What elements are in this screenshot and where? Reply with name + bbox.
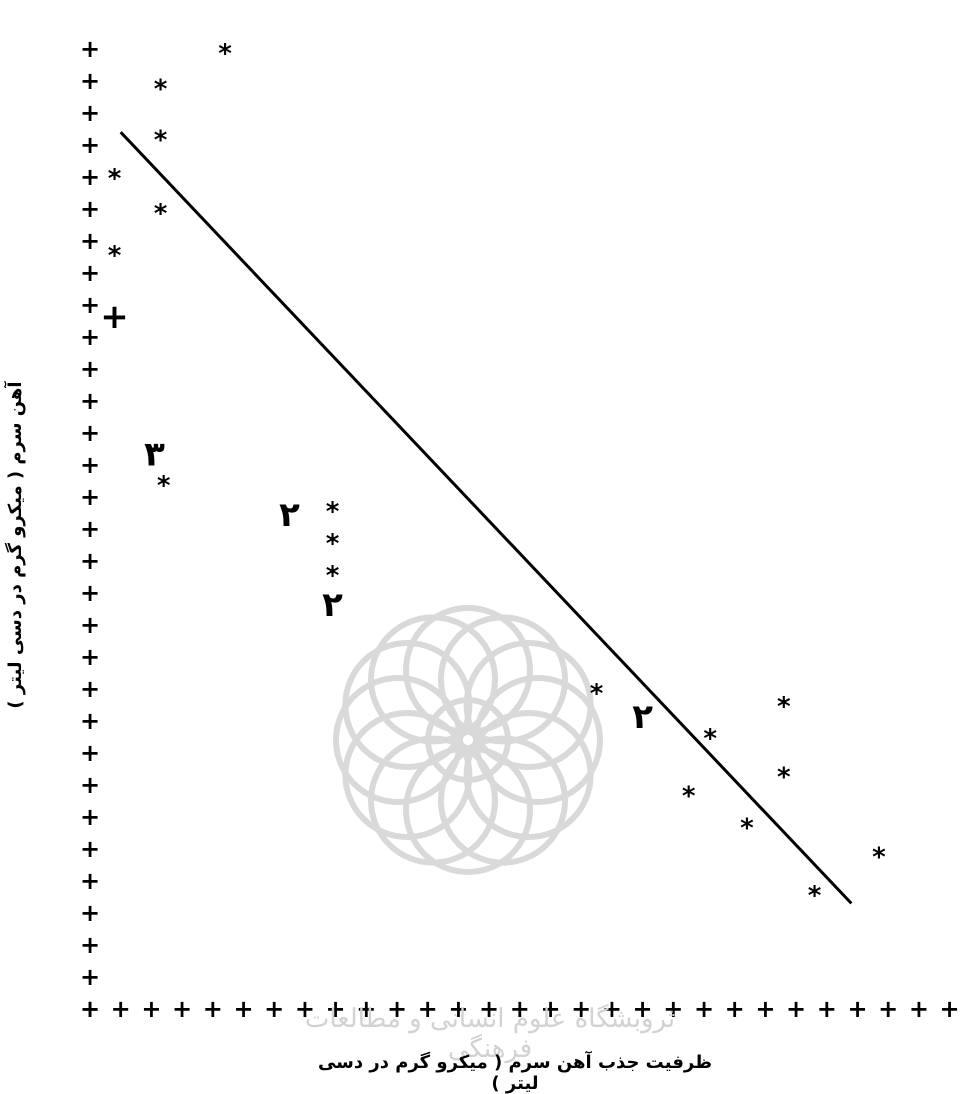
y-axis-tick: + — [80, 547, 100, 575]
x-axis-tick: + — [755, 995, 775, 1023]
x-axis-tick: + — [295, 995, 315, 1023]
x-axis-tick: + — [418, 995, 438, 1023]
points-group: ******+٣*٢ ***٢*٢******* — [100, 39, 886, 911]
watermark-petal — [438, 614, 568, 745]
x-axis-tick: + — [111, 995, 131, 1023]
y-axis-tick: + — [80, 131, 100, 159]
data-point: * — [777, 692, 791, 722]
data-point: * — [154, 126, 168, 156]
data-point-count: ٢ — [322, 585, 343, 625]
data-point-count: ٢ — [279, 495, 300, 535]
watermark-petal — [463, 640, 594, 770]
y-axis-tick: + — [80, 259, 100, 287]
x-axis-tick: + — [326, 995, 346, 1023]
x-axis-tick: + — [571, 995, 591, 1023]
x-axis-tick: + — [172, 995, 192, 1023]
y-axis-tick: + — [80, 579, 100, 607]
data-point-count: ٣ — [144, 434, 165, 474]
y-axis-tick: + — [80, 739, 100, 767]
x-axis-tick: + — [510, 995, 530, 1023]
data-point: * — [703, 724, 717, 754]
x-axis-tick: + — [940, 995, 960, 1023]
x-axis-tick: + — [203, 995, 223, 1023]
data-point: * — [108, 241, 122, 271]
data-point: * — [326, 561, 340, 591]
y-axis-tick: + — [80, 387, 100, 415]
data-point: * — [872, 842, 886, 872]
data-point: * — [590, 679, 604, 709]
y-axis-tick: + — [80, 611, 100, 639]
x-axis-tick: + — [602, 995, 622, 1023]
x-axis-label: ظرفیت جذب آهن سرم ( میکرو گرم در دسی لیت… — [317, 1052, 713, 1094]
y-axis-tick: + — [80, 931, 100, 959]
x-axis-tick: + — [817, 995, 837, 1023]
data-point: * — [326, 529, 340, 559]
y-axis-tick: + — [80, 67, 100, 95]
y-axis-tick: + — [80, 483, 100, 511]
y-axis-tick: + — [80, 803, 100, 831]
data-point-count: + — [100, 297, 129, 337]
data-point: * — [326, 497, 340, 527]
y-axis-tick: + — [80, 675, 100, 703]
y-axis-tick: + — [80, 291, 100, 319]
y-axis-tick: + — [80, 771, 100, 799]
x-axis-tick: + — [786, 995, 806, 1023]
y-axis-tick: + — [80, 355, 100, 383]
x-axis-tick: + — [694, 995, 714, 1023]
x-axis-tick: + — [264, 995, 284, 1023]
x-axis-tick: + — [633, 995, 653, 1023]
data-point: * — [154, 199, 168, 229]
fit-line — [119, 131, 853, 905]
y-axis-tick: + — [80, 163, 100, 191]
y-axis-tick: + — [80, 99, 100, 127]
y-axis-tick: + — [80, 707, 100, 735]
x-axis-tick: + — [141, 995, 161, 1023]
data-point-count: ٢ — [632, 697, 653, 737]
data-point: * — [682, 782, 696, 812]
data-point: * — [218, 39, 232, 69]
watermark-emblem — [333, 605, 603, 875]
x-axis-tick: + — [80, 995, 100, 1023]
data-point: * — [157, 471, 171, 501]
data-point: * — [108, 164, 122, 194]
data-point: * — [740, 814, 754, 844]
x-axis-tick: + — [878, 995, 898, 1023]
x-axis-tick: + — [540, 995, 560, 1023]
x-axis-tick: + — [725, 995, 745, 1023]
x-axis-tick: + — [479, 995, 499, 1023]
y-axis-tick: + — [80, 195, 100, 223]
y-axis-tick: + — [80, 643, 100, 671]
y-axis-tick: + — [80, 963, 100, 991]
y-axis-tick: + — [80, 867, 100, 895]
fit-line-group — [119, 131, 853, 905]
x-axis-tick: + — [909, 995, 929, 1023]
x-axis-tick: + — [448, 995, 468, 1023]
data-point: * — [154, 74, 168, 104]
y-axis-tick: + — [80, 35, 100, 63]
y-axis-tick: + — [80, 835, 100, 863]
watermark-center — [425, 697, 511, 783]
x-axis-tick: + — [663, 995, 683, 1023]
axes: + + + + + + + + + + + + + + + + + + + + + + + + + + + + + + + + + + + + + + + +… — [80, 35, 960, 1023]
y-axis-tick: + — [80, 515, 100, 543]
y-axis-label: آهن سرم ( میکرو گرم در دسی لیتر ) — [5, 381, 26, 709]
data-point: * — [777, 762, 791, 792]
watermark-text: ثروبشگاه علوم انسانی و مطالعات فرهنگی — [304, 1004, 676, 1064]
y-axis-tick: + — [80, 323, 100, 351]
y-axis-tick: + — [80, 899, 100, 927]
x-axis-tick: + — [233, 995, 253, 1023]
y-axis-tick: + — [80, 995, 100, 1023]
y-axis-tick: + — [80, 419, 100, 447]
y-axis-tick: + — [80, 451, 100, 479]
data-point: * — [808, 881, 822, 911]
x-axis-tick: + — [847, 995, 867, 1023]
x-axis-tick: + — [356, 995, 376, 1023]
y-axis-tick: + — [80, 227, 100, 255]
x-axis-tick: + — [387, 995, 407, 1023]
